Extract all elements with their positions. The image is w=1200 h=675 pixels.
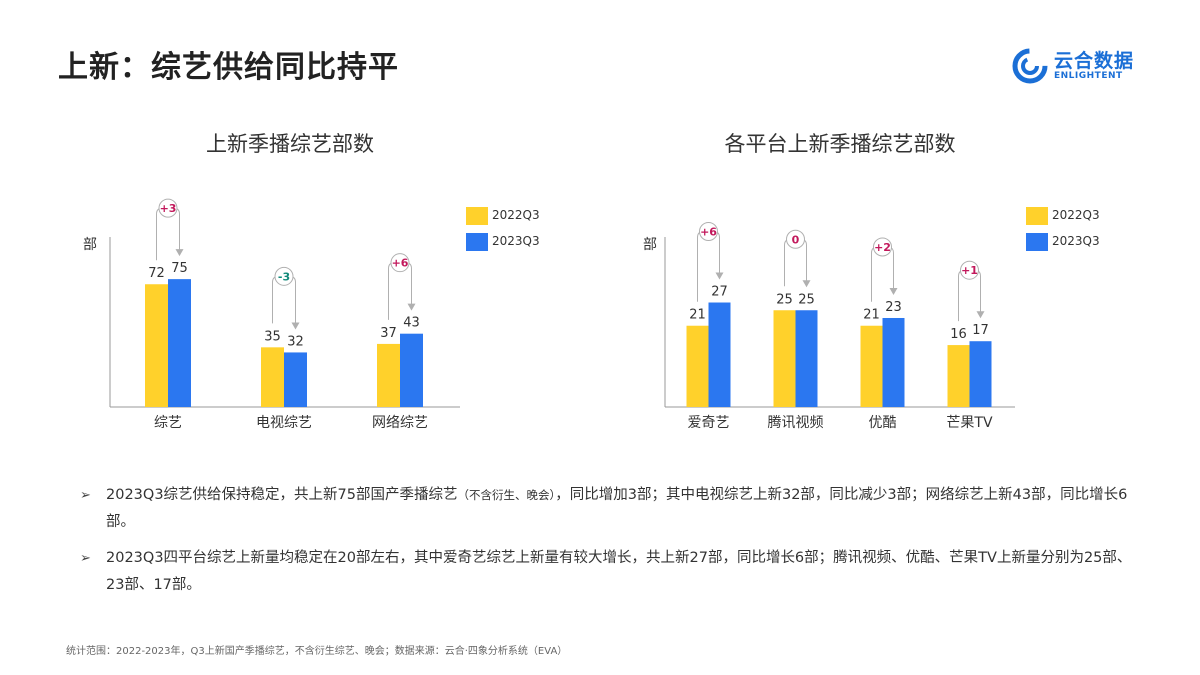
category-label: 综艺 <box>154 415 182 431</box>
footnote: 统计范围：2022-2023年，Q3上新国产季播综艺，不含衍生综艺、晚会；数据来… <box>66 646 568 657</box>
legend-label: 2022Q3 <box>492 208 540 222</box>
legend-swatch <box>466 207 488 225</box>
logo-text-en: ENLIGHTENT <box>1054 71 1123 81</box>
delta-badge <box>873 237 892 257</box>
delta-badge <box>960 260 979 280</box>
bar-2022 <box>947 345 970 407</box>
delta-arrow-icon <box>715 272 724 280</box>
bullet-list: ➢ 2023Q3综艺供给保持稳定，共上新75部国产季播综艺（不含衍生、晚会），同… <box>80 482 1140 608</box>
data-label: 25 <box>798 292 815 307</box>
category-label: 网络综艺 <box>372 415 428 431</box>
data-label: 35 <box>264 329 281 344</box>
delta-label: +2 <box>874 241 891 254</box>
bar-2023 <box>708 302 731 407</box>
category-label: 爱奇艺 <box>688 414 730 431</box>
page-title: 上新：综艺供给同比持平 <box>58 50 399 85</box>
bar-2023 <box>168 279 191 407</box>
data-label: 21 <box>863 308 880 323</box>
delta-badge <box>699 222 718 242</box>
bar-2023 <box>882 317 905 407</box>
bullet-text: ，同比增加3部；其中电视综艺上新32部，同比减少3部；网络综艺上新43部，同比增… <box>106 487 1128 530</box>
data-label: 27 <box>711 285 728 300</box>
delta-badge <box>390 253 410 273</box>
delta-label: +1 <box>961 264 978 277</box>
arrow-bullet-icon: ➢ <box>80 551 91 566</box>
bullet-item: ➢ 2023Q3综艺供给保持稳定，共上新75部国产季播综艺（不含衍生、晚会），同… <box>80 482 1140 536</box>
legend-label: 2023Q3 <box>1052 234 1100 248</box>
bar-2022 <box>377 343 400 407</box>
legend-swatch <box>1026 207 1048 225</box>
bullet-text: 2023Q3综艺供给保持稳定，共上新75部国产季播综艺 <box>106 487 458 503</box>
delta-label: +3 <box>160 202 177 215</box>
delta-badge <box>274 266 294 286</box>
y-axis-label: 部 <box>643 237 657 253</box>
bar-2023 <box>400 333 423 407</box>
delta-badge <box>786 229 805 249</box>
delta-arrow-icon <box>407 303 416 311</box>
chart-title-right: 各平台上新季播综艺部数 <box>724 132 956 156</box>
bullet-text: 2023Q3四平台综艺上新量均稳定在20部左右，其中爱奇艺综艺上新量有较大增长，… <box>106 550 1132 593</box>
data-label: 16 <box>950 327 967 342</box>
delta-arrow-icon <box>976 311 985 319</box>
delta-arrow-icon <box>802 280 811 288</box>
data-label: 23 <box>885 300 902 315</box>
bar-2023 <box>284 352 307 407</box>
delta-arrow-icon <box>889 287 898 295</box>
bar-2022 <box>773 310 796 407</box>
bar-2022 <box>145 284 168 407</box>
category-label: 电视综艺 <box>256 415 312 431</box>
delta-label: -3 <box>278 270 290 283</box>
delta-arrow-icon <box>291 322 300 330</box>
bar-2022 <box>860 325 883 407</box>
data-label: 32 <box>287 334 304 349</box>
bar-2022 <box>261 347 284 407</box>
delta-badge <box>158 198 178 218</box>
delta-arrow-icon <box>175 249 184 257</box>
logo-mark-icon <box>1012 48 1048 84</box>
delta-label: +6 <box>700 226 717 239</box>
y-axis-label: 部 <box>83 237 97 253</box>
logo-text-cn: 云合数据 <box>1054 50 1135 72</box>
legend-label: 2022Q3 <box>1052 208 1100 222</box>
bar-2022 <box>686 325 709 407</box>
legend-label: 2023Q3 <box>492 234 540 248</box>
data-label: 43 <box>403 316 420 331</box>
arrow-bullet-icon: ➢ <box>80 488 91 503</box>
category-label: 芒果TV <box>946 415 993 431</box>
delta-label: +6 <box>392 257 409 270</box>
brand-logo: 云合数据 ENLIGHTENT <box>1012 46 1162 88</box>
category-label: 优酷 <box>869 415 897 431</box>
bullet-item: ➢ 2023Q3四平台综艺上新量均稳定在20部左右，其中爱奇艺综艺上新量有较大增… <box>80 545 1140 599</box>
delta-label: 0 <box>792 233 800 246</box>
legend-swatch <box>1026 233 1048 251</box>
bullet-text-note: （不含衍生、晚会） <box>457 488 556 502</box>
data-label: 37 <box>380 326 397 341</box>
bar-2023 <box>795 310 818 407</box>
chart-title-left: 上新季播综艺部数 <box>206 132 374 156</box>
bar-2023 <box>969 341 992 407</box>
data-label: 75 <box>171 261 188 276</box>
data-label: 17 <box>972 323 989 338</box>
data-label: 72 <box>148 266 165 281</box>
category-label: 腾讯视频 <box>768 414 824 431</box>
charts-canvas: 部 72 75 综艺 +3 35 32 电视综艺 -3 37 43 网络综艺 +6 部 21 27 爱奇艺 +6 2… <box>83 198 1015 431</box>
data-label: 21 <box>689 308 706 323</box>
legend-swatch <box>466 233 488 251</box>
data-label: 25 <box>776 292 793 307</box>
